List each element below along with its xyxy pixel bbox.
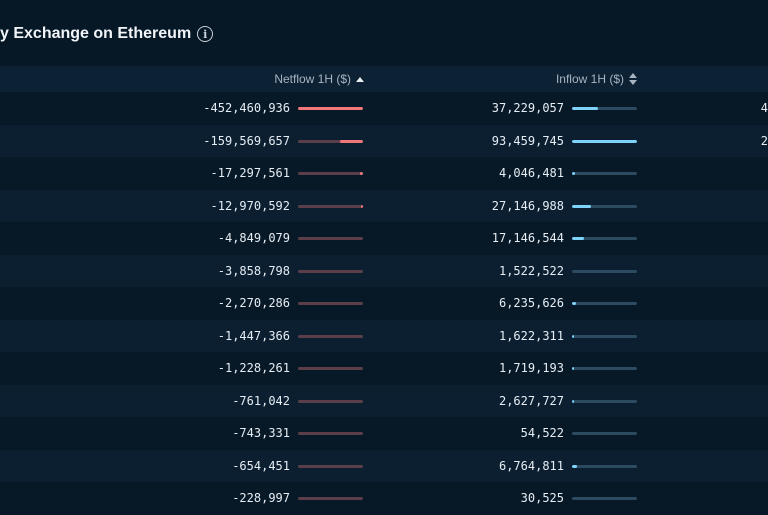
- inflow-value: 6,764,811: [498, 458, 564, 473]
- inflow-value: 37,229,057: [491, 101, 564, 115]
- netflow-bar: [298, 367, 363, 370]
- inflow-bar: [572, 334, 637, 338]
- inflow-value: 1,522,522: [498, 263, 564, 278]
- inflow-bar-fill: [572, 139, 637, 143]
- inflow-bar-fill: [572, 107, 598, 110]
- table-row[interactable]: -1,447,366 1,622,311: [0, 319, 768, 352]
- netflow-value: -654,451: [232, 458, 290, 473]
- sort-icon[interactable]: [629, 73, 637, 85]
- netflow-bar-fill: [298, 107, 363, 110]
- inflow-bar: [572, 497, 637, 500]
- table-row[interactable]: -159,569,657 93,459,745 2: [0, 124, 768, 157]
- netflow-bar: [298, 399, 363, 403]
- inflow-bar: [572, 367, 637, 370]
- netflow-value: -743,331: [232, 426, 290, 440]
- netflow-bar: [298, 269, 363, 273]
- inflow-bar: [572, 302, 637, 305]
- table-row[interactable]: -228,997 30,525: [0, 482, 768, 515]
- netflow-bar-fill: [361, 204, 363, 208]
- inflow-value: 4,046,481: [498, 166, 564, 180]
- inflow-value: 27,146,988: [491, 198, 564, 213]
- inflow-value: 6,235,626: [498, 296, 564, 310]
- inflow-column-label: Inflow 1H ($): [555, 72, 624, 86]
- netflow-bar: [298, 432, 363, 435]
- table-row[interactable]: -2,270,286 6,235,626: [0, 287, 768, 320]
- netflow-bar: [298, 139, 363, 143]
- inflow-bar-fill: [572, 204, 591, 208]
- inflow-value: 54,522: [520, 426, 564, 440]
- netflow-value: -4,849,079: [217, 231, 290, 245]
- netflow-value: -17,297,561: [210, 166, 290, 180]
- netflow-bar: [298, 334, 363, 338]
- inflow-bar: [572, 139, 637, 143]
- table-row[interactable]: -1,228,261 1,719,193: [0, 352, 768, 385]
- inflow-bar-fill: [572, 367, 574, 370]
- netflow-bar: [298, 464, 363, 468]
- netflow-value: -452,460,936: [203, 101, 290, 115]
- inflow-value: 17,146,544: [491, 231, 564, 245]
- netflow-bar: [298, 204, 363, 208]
- netflow-bar-fill: [340, 139, 363, 143]
- inflow-bar: [572, 432, 637, 435]
- next-column-value: 4: [760, 101, 768, 115]
- netflow-bar: [298, 107, 363, 110]
- netflow-value: -1,447,366: [217, 328, 290, 343]
- table-row[interactable]: -17,297,561 4,046,481: [0, 157, 768, 190]
- inflow-value: 30,525: [520, 491, 564, 505]
- next-column-value: 2: [760, 133, 768, 148]
- table-row[interactable]: -4,849,079 17,146,544: [0, 222, 768, 255]
- netflow-bar: [298, 302, 363, 305]
- table-row[interactable]: -12,970,592 27,146,988: [0, 189, 768, 222]
- table-body: -452,460,936 37,229,057 4 -159,569,657 93,45…: [0, 92, 768, 515]
- netflow-bar: [298, 237, 363, 240]
- table-row[interactable]: -452,460,936 37,229,057 4: [0, 92, 768, 125]
- inflow-bar-fill: [572, 172, 576, 175]
- netflow-value: -3,858,798: [217, 263, 290, 278]
- netflow-bar: [298, 497, 363, 500]
- netflow-value: -228,997: [232, 491, 290, 505]
- inflow-bar-fill: [572, 464, 577, 468]
- inflow-bar-fill: [572, 237, 584, 240]
- sort-ascending-icon[interactable]: [356, 76, 364, 82]
- table-row[interactable]: -654,451 6,764,811: [0, 449, 768, 482]
- inflow-bar-fill: [572, 334, 574, 338]
- netflow-value: -1,228,261: [217, 361, 290, 375]
- inflow-value: 2,627,727: [498, 393, 564, 408]
- inflow-bar: [572, 204, 637, 208]
- inflow-column-header[interactable]: Inflow 1H ($): [556, 66, 637, 92]
- netflow-bar-fill: [360, 172, 363, 175]
- netflow-value: -12,970,592: [210, 198, 290, 213]
- netflow-column-label: Netflow 1H ($): [274, 72, 351, 86]
- inflow-value: 93,459,745: [491, 133, 564, 148]
- inflow-bar-fill: [572, 399, 574, 403]
- inflow-bar: [572, 399, 637, 403]
- netflow-value: -159,569,657: [203, 133, 290, 148]
- inflow-bar: [572, 237, 637, 240]
- inflow-bar: [572, 172, 637, 175]
- page-title: y Exchange on Ethereum i: [0, 22, 214, 46]
- table-row[interactable]: -761,042 2,627,727: [0, 384, 768, 417]
- inflow-bar: [572, 269, 637, 273]
- table-row[interactable]: -3,858,798 1,522,522: [0, 254, 768, 287]
- netflow-value: -2,270,286: [217, 296, 290, 310]
- inflow-value: 1,622,311: [498, 328, 564, 343]
- inflow-bar: [572, 464, 637, 468]
- netflow-value: -761,042: [232, 393, 290, 408]
- inflow-value: 1,719,193: [498, 361, 564, 375]
- info-icon[interactable]: i: [197, 26, 214, 42]
- inflow-bar-fill: [572, 302, 576, 305]
- page-title-text: y Exchange on Ethereum: [0, 25, 192, 42]
- inflow-bar: [572, 107, 637, 110]
- netflow-column-header[interactable]: Netflow 1H ($): [274, 66, 364, 92]
- netflow-bar: [298, 172, 363, 175]
- table-row[interactable]: -743,331 54,522: [0, 417, 768, 450]
- table-header: Netflow 1H ($) Inflow 1H ($): [0, 66, 768, 92]
